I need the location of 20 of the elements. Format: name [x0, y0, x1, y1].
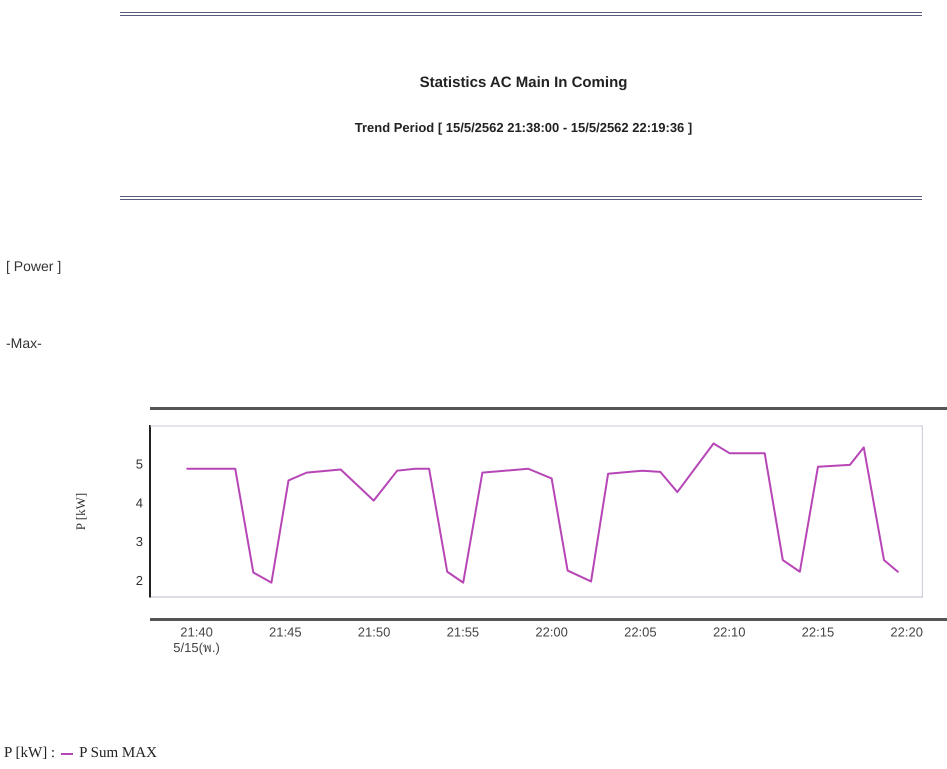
x-tick-label: 22:05 [624, 624, 657, 640]
x-tick-label: 21:55 [446, 624, 480, 640]
y-tick-label: 5 [136, 456, 143, 472]
x-tick-label: 22:10 [712, 624, 746, 640]
legend-title: P [kW] : [4, 745, 56, 762]
x-tick-label: 22:00 [535, 624, 568, 640]
legend-label: P Sum MAX [79, 745, 157, 762]
x-tick-label: 22:15 [802, 624, 834, 640]
x-tick-label: 21:45 [269, 624, 302, 640]
y-tick-label: 4 [136, 495, 143, 510]
y-axis-title: P [kW] [73, 492, 88, 530]
y-tick-label: 2 [136, 573, 143, 588]
x-tick-label: 21:40 5/15(พ.) [173, 624, 220, 655]
chart-subtitle: Trend Period [ 15/5/2562 21:38:00 - 15/5/2562 22:19:36 ] [354, 120, 694, 135]
x-tick-label: 21:50 [358, 624, 390, 640]
text: -Max- [6, 335, 42, 351]
x-tick-label: 22:20 [890, 624, 923, 640]
y-tick-label: 3 [136, 534, 143, 550]
chart-title: Statistics AC Main In Coming [418, 74, 628, 91]
text: [ Power ] [6, 258, 62, 274]
